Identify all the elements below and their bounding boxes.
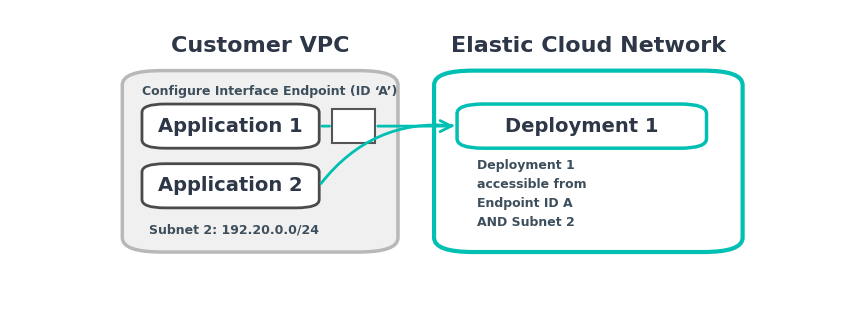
Text: Customer VPC: Customer VPC [171,36,349,56]
Text: A: A [347,117,360,135]
Text: Application 2: Application 2 [158,176,303,195]
Text: Application 1: Application 1 [158,117,303,135]
FancyBboxPatch shape [332,109,375,144]
FancyBboxPatch shape [142,164,319,208]
Text: Subnet 2: 192.20.0.0/24: Subnet 2: 192.20.0.0/24 [148,224,318,237]
Text: Elastic Cloud Network: Elastic Cloud Network [451,36,726,56]
Text: Deployment 1: Deployment 1 [505,117,658,135]
Text: Deployment 1
accessible from
Endpoint ID A
AND Subnet 2: Deployment 1 accessible from Endpoint ID… [477,159,586,229]
FancyBboxPatch shape [122,71,398,252]
FancyBboxPatch shape [457,104,706,148]
Text: Configure Interface Endpoint (ID ‘A’): Configure Interface Endpoint (ID ‘A’) [142,85,397,98]
FancyBboxPatch shape [435,71,743,252]
FancyBboxPatch shape [142,104,319,148]
FancyArrowPatch shape [321,125,452,184]
